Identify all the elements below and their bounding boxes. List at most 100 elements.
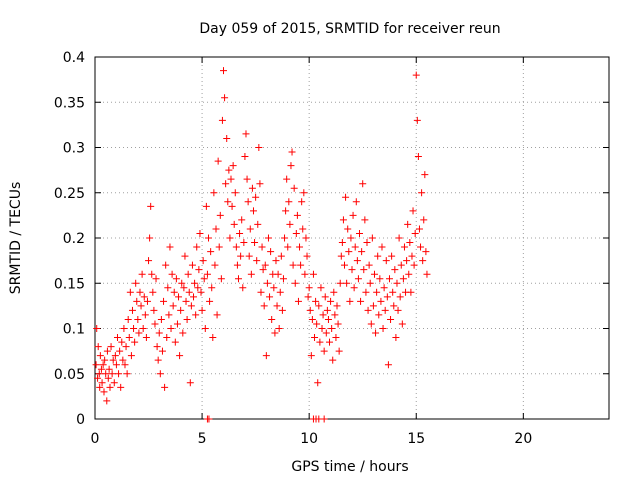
data-point [259,266,267,274]
data-point [236,229,244,237]
data-point [271,329,279,337]
data-point [181,252,189,260]
data-point [115,370,123,378]
data-point [287,162,295,170]
data-point [405,270,413,278]
data-point [216,211,224,219]
data-point [164,284,172,292]
data-point [245,252,253,260]
data-point [100,388,108,396]
data-point [303,252,311,260]
data-point [395,234,403,242]
data-point [157,315,165,323]
data-point [154,356,162,364]
data-point [357,297,365,305]
data-point [143,297,151,305]
data-point [212,225,220,233]
data-point [320,347,328,355]
data-point [201,325,209,332]
data-point [172,275,180,283]
data-point [366,279,374,287]
data-point [218,116,226,124]
data-point [117,383,125,391]
data-point [142,334,150,342]
data-point [359,180,367,188]
data-point [95,370,103,378]
data-point [160,297,168,305]
data-point [118,338,126,346]
data-point [253,257,261,265]
data-point [399,275,407,283]
data-point [102,370,110,378]
data-point [332,334,340,342]
data-point [256,180,264,188]
data-point [228,202,236,210]
data-point [209,334,217,342]
data-point [119,356,127,364]
data-point [178,279,186,287]
data-point [101,356,109,364]
data-point [107,343,115,351]
data-point [362,288,370,296]
data-point [291,279,299,287]
data-point [94,374,102,382]
y-axis-label: SRMTID / TECUs [8,182,24,295]
data-point [110,379,118,387]
data-point [254,220,262,228]
data-point [173,320,181,328]
y-tick-label: 0.3 [63,141,85,157]
data-point [378,243,386,251]
data-point [171,338,179,346]
data-point [211,261,219,269]
x-tick-label: 15 [407,431,425,447]
data-point [206,297,214,305]
data-point [382,257,390,265]
data-point [163,334,171,342]
data-point [98,379,106,387]
data-point [350,284,358,292]
data-point [227,175,235,183]
data-point [226,234,234,242]
data-point [343,279,351,287]
data-point [376,275,384,283]
data-point [222,180,230,188]
data-point [92,361,100,369]
data-point [413,116,421,124]
data-point [96,352,104,360]
data-point [210,189,218,197]
data-point [311,334,319,342]
data-point [281,234,289,242]
data-point [419,257,427,265]
data-point [275,325,283,332]
data-point [97,365,105,373]
data-point [336,279,344,287]
data-point [203,270,211,278]
data-point [390,302,398,310]
data-point [317,284,325,292]
data-point [273,302,281,310]
data-point [293,211,301,219]
data-point [140,293,148,301]
data-point [407,288,415,296]
data-point [229,162,237,170]
data-point [318,325,326,332]
data-point [247,270,255,278]
data-point [194,284,202,292]
data-point [217,275,225,283]
data-point [230,220,238,228]
data-point [136,288,144,296]
data-point [393,279,401,287]
data-point [380,284,388,292]
data-point [243,175,251,183]
data-point [278,306,286,314]
data-point [389,288,397,296]
data-point [302,234,310,242]
data-point [313,320,321,328]
data-point [329,356,337,364]
data-point [279,275,287,283]
data-points [92,67,431,423]
data-point [312,297,320,305]
data-point [121,361,129,369]
data-point [185,288,193,296]
data-point [208,284,216,292]
